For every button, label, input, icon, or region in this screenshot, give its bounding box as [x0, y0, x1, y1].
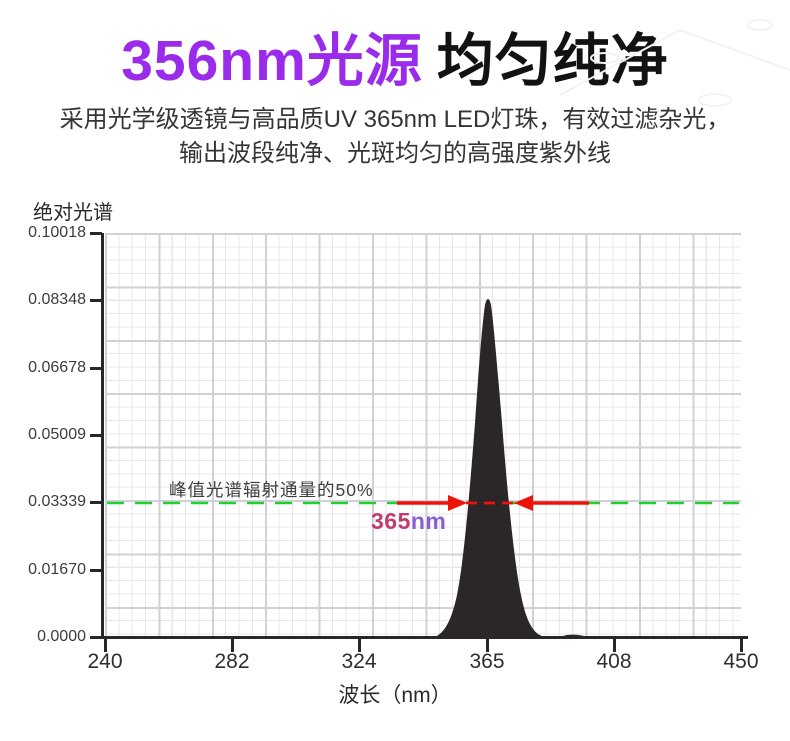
decorative-lineart: [559, 19, 790, 107]
y-tick-label: 0.08348: [28, 291, 86, 308]
x-tick: [231, 639, 234, 652]
x-axis-title: 波长（nm）: [338, 684, 452, 707]
subtitle: 采用光学级透镜与高品质UV 365nm LED灯珠，有效过滤杂光， 输出波段纯净…: [0, 103, 790, 171]
x-tick-label: 324: [341, 650, 377, 673]
y-tick: [90, 434, 102, 437]
x-tick-label: 450: [723, 650, 759, 673]
y-tick: [90, 232, 102, 235]
y-tick-label: 0.01670: [28, 561, 86, 578]
y-tick-label: 0.05009: [28, 426, 86, 443]
deco-ellipse: [590, 52, 620, 64]
y-axis-line: [101, 233, 104, 639]
subtitle-line-1: 采用光学级透镜与高品质UV 365nm LED灯珠，有效过滤杂光，: [59, 105, 731, 133]
spectrum-peak-area: [431, 299, 588, 638]
x-tick-label: 408: [596, 650, 632, 673]
y-tick-label: 0.03339: [28, 493, 86, 510]
x-tick-label: 240: [87, 650, 123, 673]
header: 356nm光源 均匀纯净 采用光学级透镜与高品质UV 365nm LED灯珠，有效…: [0, 30, 790, 171]
plot-grid: [105, 233, 741, 638]
x-tick: [104, 639, 107, 652]
half-power-label: 峰值光谱辐射通量的50%: [169, 480, 374, 500]
subtitle-line-2: 输出波段纯净、光斑均匀的高强度紫外线: [179, 139, 611, 167]
y-tick: [90, 501, 102, 504]
x-axis-line: [93, 636, 748, 639]
x-tick: [740, 639, 743, 652]
title-rest: 均匀纯净: [436, 29, 669, 93]
spectrum-plot: [107, 299, 739, 638]
title-accent: 356nm光源: [121, 29, 423, 93]
chart-title: 绝对光谱: [33, 202, 113, 224]
x-tick: [613, 639, 616, 652]
peak-wavelength-unit: nm: [410, 508, 447, 534]
y-tick: [90, 367, 102, 370]
x-tick: [358, 639, 361, 652]
page-title: 356nm光源 均匀纯净: [0, 30, 790, 93]
x-tick-label: 365: [469, 650, 505, 673]
y-tick-label: 0.10018: [28, 224, 86, 241]
right-width-arrow: [514, 495, 589, 511]
deco-ellipse: [747, 19, 773, 31]
peak-wavelength-number: 365: [371, 508, 411, 534]
x-tick: [486, 639, 489, 652]
y-tick: [90, 569, 102, 572]
x-tick-label: 282: [214, 650, 250, 673]
y-tick: [90, 299, 102, 302]
left-width-arrow: [397, 495, 467, 511]
deco-ellipse: [698, 93, 732, 107]
y-tick: [90, 636, 102, 639]
deco-line: [559, 28, 790, 96]
y-tick-label: 0.06678: [28, 359, 86, 376]
y-tick-label: 0.0000: [37, 628, 86, 645]
peak-wavelength-label: 365nm: [371, 508, 446, 535]
